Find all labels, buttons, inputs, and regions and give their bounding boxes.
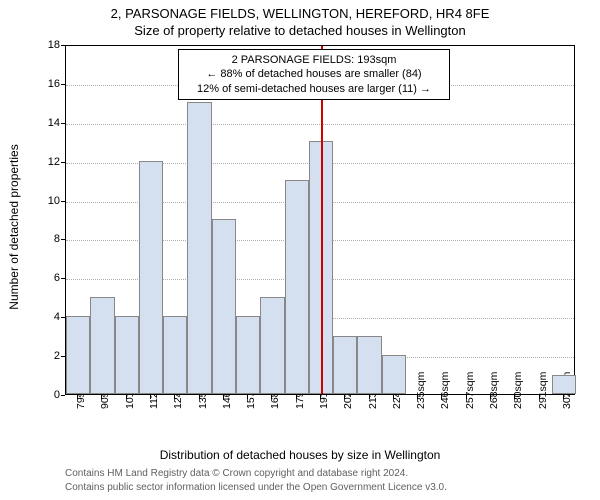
bar: [115, 316, 139, 394]
x-tick-mark: [369, 395, 370, 399]
bar: [139, 161, 163, 394]
title-subtitle: Size of property relative to detached ho…: [0, 23, 600, 38]
y-tick-label: 0: [30, 389, 60, 401]
x-tick-mark: [271, 395, 272, 399]
y-tick-label: 6: [30, 272, 60, 284]
x-tick-mark: [441, 395, 442, 399]
annotation-line1: 2 PARSONAGE FIELDS: 193sqm: [185, 53, 443, 67]
x-tick-mark: [320, 395, 321, 399]
x-tick-mark: [77, 395, 78, 399]
x-tick-mark: [539, 395, 540, 399]
plot-area: 2 PARSONAGE FIELDS: 193sqm ← 88% of deta…: [65, 45, 575, 395]
x-tick-mark: [199, 395, 200, 399]
x-tick-mark: [393, 395, 394, 399]
bar: [66, 316, 90, 394]
bar: [260, 297, 284, 394]
title-address: 2, PARSONAGE FIELDS, WELLINGTON, HEREFOR…: [0, 6, 600, 21]
x-axis-label: Distribution of detached houses by size …: [0, 448, 600, 462]
bar: [382, 355, 406, 394]
y-tick-label: 2: [30, 350, 60, 362]
y-tick-mark: [61, 395, 65, 396]
bar: [187, 102, 211, 394]
bar: [236, 316, 260, 394]
bar: [212, 219, 236, 394]
x-tick-mark: [247, 395, 248, 399]
x-tick-mark: [514, 395, 515, 399]
y-tick-label: 18: [30, 39, 60, 51]
y-tick-label: 14: [30, 117, 60, 129]
y-tick-label: 8: [30, 233, 60, 245]
x-tick-mark: [466, 395, 467, 399]
y-tick-label: 10: [30, 195, 60, 207]
bar: [333, 336, 357, 394]
x-tick-mark: [150, 395, 151, 399]
x-tick-mark: [174, 395, 175, 399]
x-tick-mark: [296, 395, 297, 399]
x-tick-mark: [417, 395, 418, 399]
annotation-line2: ← 88% of detached houses are smaller (84…: [185, 67, 443, 81]
bar: [163, 316, 187, 394]
annotation-line3: 12% of semi-detached houses are larger (…: [185, 82, 443, 96]
bar: [357, 336, 381, 394]
bar: [90, 297, 114, 394]
footer-licence: Contains public sector information licen…: [65, 482, 447, 493]
y-tick-label: 16: [30, 78, 60, 90]
x-tick-mark: [126, 395, 127, 399]
x-tick-mark: [344, 395, 345, 399]
y-tick-label: 4: [30, 311, 60, 323]
x-tick-mark: [101, 395, 102, 399]
x-tick-mark: [563, 395, 564, 399]
grid-line: [66, 124, 574, 125]
footer-copyright: Contains HM Land Registry data © Crown c…: [65, 468, 408, 479]
bar: [285, 180, 309, 394]
y-axis-label: Number of detached properties: [7, 144, 21, 309]
annotation-box: 2 PARSONAGE FIELDS: 193sqm ← 88% of deta…: [178, 49, 450, 100]
y-tick-label: 12: [30, 156, 60, 168]
x-tick-mark: [223, 395, 224, 399]
chart-container: 2, PARSONAGE FIELDS, WELLINGTON, HEREFOR…: [0, 0, 600, 500]
bar: [552, 375, 576, 394]
x-tick-mark: [490, 395, 491, 399]
